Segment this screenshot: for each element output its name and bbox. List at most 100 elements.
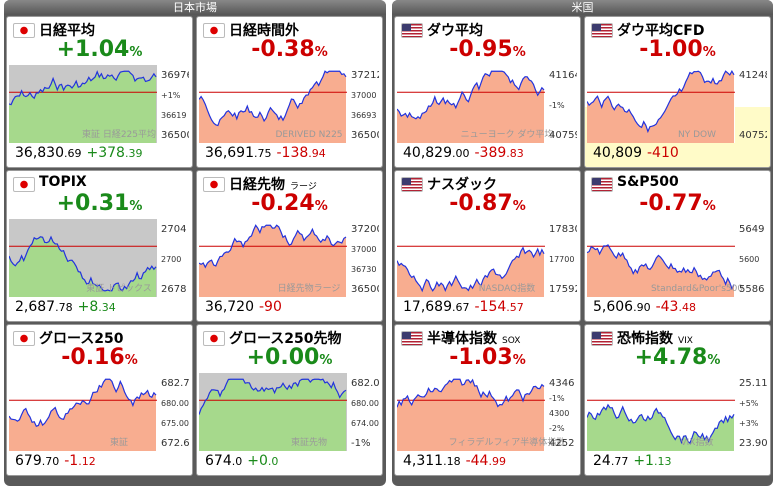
- market-card[interactable]: 半導体指数 SOX -1.03% フィラデルフィア半導体指数 4346 -1% 4300 -2…: [394, 324, 581, 476]
- chart-area: [587, 244, 734, 297]
- market-card[interactable]: TOPIX +0.31% 東証 トピックス 2704 2700 2678 2,687.78 +…: [6, 170, 193, 322]
- card-name: 日経先物 ラージ: [229, 174, 317, 194]
- change-percent: -1.00%: [585, 37, 770, 62]
- percent-unit: %: [512, 45, 526, 60]
- market-card[interactable]: S&P500 -0.77% Standard&Poor's500 5649 5600 55…: [584, 170, 771, 322]
- price-row: 4,311.18 -44.99: [403, 453, 576, 469]
- change-value: +378: [86, 145, 125, 161]
- price: 36,691: [205, 145, 254, 161]
- axis-label: 37200: [351, 224, 379, 235]
- axis-label: 36500: [161, 130, 189, 141]
- card-name: 日経時間外: [229, 20, 299, 40]
- axis-label: 36976: [161, 70, 189, 81]
- flag: [401, 23, 423, 38]
- price-line: [199, 378, 347, 415]
- flag: [203, 331, 225, 346]
- axis-label: -1%: [549, 101, 565, 110]
- market-card[interactable]: ナスダック-0.87% NASDAQ指数 17830 17700 17592 17,689…: [394, 170, 581, 322]
- axis-label: 25.11: [739, 378, 767, 389]
- change-percent: -0.87%: [395, 191, 580, 216]
- mini-chart: DERIVED N225 37212 37000 36693 36500: [199, 65, 379, 143]
- flag: [203, 177, 225, 192]
- price-decimal: .75: [254, 147, 272, 160]
- chart-area: [587, 404, 734, 451]
- change-decimal: .94: [308, 147, 326, 160]
- axis-label: -1%: [351, 438, 370, 449]
- axis-label: 17830: [549, 224, 577, 235]
- price-line: [397, 70, 545, 120]
- change: +1.13: [633, 453, 671, 469]
- market-card[interactable]: グロース250-0.16% 東証 682.78 680.00 675.00 672.64 6…: [6, 324, 193, 476]
- axis-label: 672.64: [161, 438, 189, 449]
- market-card[interactable]: グロース250先物+0.00% 東証先物 682.00 680.00 674.00 -1%…: [196, 324, 383, 476]
- market-card[interactable]: 日経先物ラージ-0.24%日経先物ラージ37200370003673036500…: [196, 170, 383, 322]
- percent-value: -1.00: [639, 37, 703, 62]
- axis-label: 682.00: [351, 378, 379, 389]
- change-value: -138: [276, 145, 309, 161]
- card-name: 半導体指数 SOX: [427, 328, 520, 348]
- market-card[interactable]: 日経時間外-0.38% DERIVED N225 37212 37000 36693 36…: [196, 16, 383, 168]
- price: 40,829: [403, 145, 452, 161]
- name-text: 日経先物: [229, 177, 285, 193]
- change: +0.0: [247, 453, 278, 469]
- change-decimal: .13: [653, 455, 672, 468]
- price-line: [587, 244, 735, 291]
- change: -138.94: [277, 145, 326, 161]
- card-name: グロース250先物: [229, 328, 342, 348]
- change-decimal: .34: [98, 301, 116, 314]
- watermark: ニューヨーク ダウ平均: [461, 128, 554, 140]
- watermark: Standard&Poor's500: [651, 284, 743, 294]
- price-line: [587, 70, 735, 134]
- price-decimal: .00: [452, 147, 470, 160]
- market-card[interactable]: ダウ平均-0.95% ニューヨーク ダウ平均 41164 -1% 40759 40,829…: [394, 16, 581, 168]
- mini-chart: 日経先物ラージ 37200 37000 36730 36500: [199, 219, 379, 297]
- price-decimal: .69: [64, 147, 82, 160]
- price-row: 5,606.90 -43.48: [593, 299, 766, 315]
- watermark: 東証 トピックス: [86, 282, 152, 294]
- change: +378.39: [87, 145, 143, 161]
- market-card[interactable]: ダウ平均CFD-1.00% NY DOW 41248 40752 40,809 -410: [584, 16, 771, 168]
- axis-label: 5600: [739, 255, 759, 264]
- axis-label: 680.00: [161, 399, 189, 408]
- panel-title: 日本市場: [4, 0, 386, 15]
- price-row: 679.70 -1.12: [15, 453, 188, 469]
- price: 674: [205, 453, 232, 469]
- change-percent: +4.78%: [585, 345, 770, 370]
- flag: [401, 177, 423, 192]
- axis-label: +5%: [739, 399, 759, 408]
- market-card[interactable]: 日経平均+1.04% 東証 日経225平均 36976 +1% 36619 36500 36…: [6, 16, 193, 168]
- name-text: 恐怖指数: [617, 331, 673, 347]
- price-row: 36,720 -90: [205, 299, 378, 315]
- percent-value: -0.16: [61, 345, 125, 370]
- change-percent: +0.31%: [7, 191, 192, 216]
- mini-chart: 東証 682.78 680.00 675.00 672.64: [9, 373, 189, 451]
- price-line: [397, 378, 545, 408]
- card-name: TOPIX: [39, 174, 87, 190]
- percent-value: +0.31: [56, 191, 130, 216]
- axis-label: 675.00: [161, 419, 189, 428]
- price: 17,689: [403, 299, 452, 315]
- chart-area: [199, 379, 346, 451]
- price-row: 2,687.78 +8.34: [15, 299, 188, 315]
- name-text: ナスダック: [427, 177, 497, 193]
- price-row: 674.0 +0.0: [205, 453, 378, 469]
- axis-label: 37000: [351, 91, 376, 100]
- price-decimal: .0: [231, 455, 243, 468]
- price-row: 36,691.75 -138.94: [205, 145, 378, 161]
- market-card[interactable]: 恐怖指数 VIX +4.78% VIX指数 25.11 +5% +3% 23.90 24.77 +…: [584, 324, 771, 476]
- axis-label: 4300: [549, 409, 569, 418]
- price: 36,830: [15, 145, 64, 161]
- change-decimal: .57: [506, 301, 524, 314]
- axis-label: -1%: [549, 394, 565, 403]
- axis-label: 674.00: [351, 419, 379, 428]
- chart-area: [397, 71, 544, 143]
- name-text: S&P500: [617, 174, 679, 190]
- percent-unit: %: [702, 199, 716, 214]
- price: 40,809: [593, 145, 642, 161]
- panel-title: 米国: [392, 0, 773, 15]
- mini-chart: 東証 日経225平均 36976 +1% 36619 36500: [9, 65, 189, 143]
- change: -90: [259, 299, 282, 315]
- name-text: ダウ平均: [427, 23, 483, 39]
